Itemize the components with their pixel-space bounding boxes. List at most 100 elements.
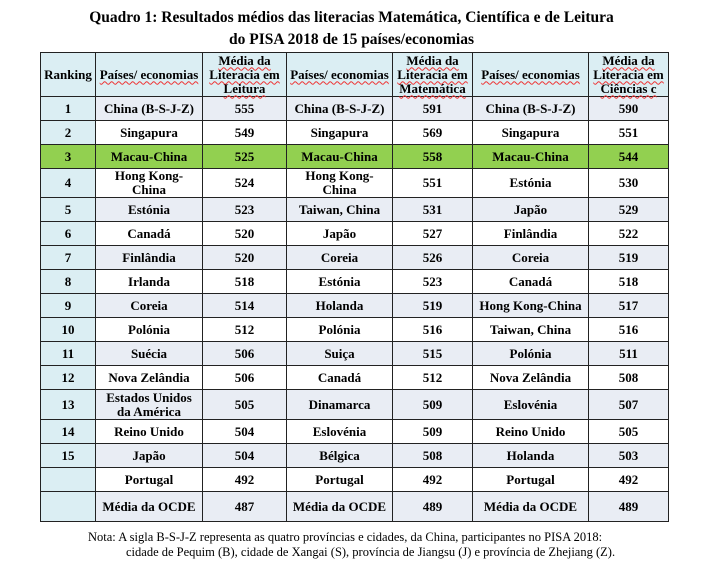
country-cell: Macau-China	[286, 144, 393, 169]
header-countries-science: Países/ economias	[472, 52, 589, 97]
country-cell: Portugal	[472, 467, 589, 492]
rank-cell: 9	[40, 293, 96, 318]
header-ranking: Ranking	[40, 52, 96, 97]
country-cell: Hong Kong-China	[95, 168, 203, 198]
rank-cell: 10	[40, 317, 96, 342]
score-cell: 590	[588, 96, 669, 121]
rank-cell: 13	[40, 389, 96, 420]
country-cell: Reino Unido	[95, 419, 203, 444]
country-cell: Japão	[472, 197, 589, 222]
country-cell: Japão	[286, 221, 393, 246]
rank-cell	[40, 491, 96, 522]
country-cell: Taiwan, China	[286, 197, 393, 222]
country-cell: Taiwan, China	[472, 317, 589, 342]
score-cell: 525	[202, 144, 287, 169]
score-cell: 549	[202, 120, 287, 145]
country-cell: Reino Unido	[472, 419, 589, 444]
score-cell: 523	[392, 269, 473, 294]
score-cell: 505	[588, 419, 669, 444]
score-cell: 518	[588, 269, 669, 294]
country-cell: Suécia	[95, 341, 203, 366]
country-cell: Eslovénia	[286, 419, 393, 444]
country-cell: Holanda	[472, 443, 589, 468]
table-row: 5 Estónia 523 Taiwan, China 531 Japão 529	[40, 197, 669, 222]
score-cell: 515	[392, 341, 473, 366]
country-cell: Coreia	[472, 245, 589, 270]
country-cell: Coreia	[286, 245, 393, 270]
country-cell: Hong Kong-China	[286, 168, 393, 198]
score-cell: 520	[202, 245, 287, 270]
score-cell: 558	[392, 144, 473, 169]
rank-cell: 14	[40, 419, 96, 444]
score-cell: 518	[202, 269, 287, 294]
score-cell: 503	[588, 443, 669, 468]
score-cell: 489	[392, 491, 473, 522]
country-cell: Hong Kong-China	[472, 293, 589, 318]
country-cell: Macau-China	[472, 144, 589, 169]
country-cell: China (B-S-J-Z)	[472, 96, 589, 121]
score-cell: 524	[202, 168, 287, 198]
country-cell: China (B-S-J-Z)	[286, 96, 393, 121]
score-cell: 519	[588, 245, 669, 270]
score-cell: 591	[392, 96, 473, 121]
country-cell: Nova Zelândia	[95, 365, 203, 390]
country-cell: Eslovénia	[472, 389, 589, 420]
score-cell: 504	[202, 443, 287, 468]
rank-cell: 1	[40, 96, 96, 121]
country-cell: Média da OCDE	[286, 491, 393, 522]
country-cell: Holanda	[286, 293, 393, 318]
note-line2: cidade de Pequim (B), cidade de Xangai (…	[126, 545, 616, 559]
score-cell: 492	[588, 467, 669, 492]
country-cell: Nova Zelândia	[472, 365, 589, 390]
score-cell: 544	[588, 144, 669, 169]
header-math: Média da Literacia em Matemática	[392, 52, 473, 97]
score-cell: 508	[392, 443, 473, 468]
score-cell: 551	[588, 120, 669, 145]
score-cell: 504	[202, 419, 287, 444]
country-cell: Média da OCDE	[472, 491, 589, 522]
score-cell: 492	[392, 467, 473, 492]
table-row: 14 Reino Unido 504 Eslovénia 509 Reino Unido 5…	[40, 419, 669, 444]
rank-cell: 8	[40, 269, 96, 294]
header-row: Ranking Países/ economias Média da Liter…	[40, 52, 669, 97]
score-cell: 508	[588, 365, 669, 390]
country-cell: China (B-S-J-Z)	[95, 96, 203, 121]
score-cell: 487	[202, 491, 287, 522]
score-cell: 520	[202, 221, 287, 246]
country-cell: Estados Unidos da América	[95, 389, 203, 420]
country-cell: Bélgica	[286, 443, 393, 468]
country-cell: Finlândia	[95, 245, 203, 270]
table-row: 8 Irlanda 518 Estónia 523 Canadá 518	[40, 269, 669, 294]
rank-cell: 7	[40, 245, 96, 270]
table-note: Nota: A sigla B-S-J-Z representa as quat…	[88, 530, 628, 560]
score-cell: 506	[202, 341, 287, 366]
table-row: 2 Singapura 549 Singapura 569 Singapura 551	[40, 120, 669, 145]
country-cell: Canadá	[95, 221, 203, 246]
table-row: Portugal 492 Portugal 492 Portugal 492	[40, 467, 669, 492]
table-title-line1: Quadro 1: Resultados médios das literaci…	[89, 9, 614, 26]
header-science: Média da Literacia em Ciências c	[588, 52, 669, 97]
score-cell: 507	[588, 389, 669, 420]
score-cell: 511	[588, 341, 669, 366]
country-cell: Japão	[95, 443, 203, 468]
country-cell: Média da OCDE	[95, 491, 203, 522]
country-cell: Estónia	[472, 168, 589, 198]
table-row: 1 China (B-S-J-Z) 555 China (B-S-J-Z) 591 Chi…	[40, 96, 669, 121]
rank-cell: 2	[40, 120, 96, 145]
note-line1: Nota: A sigla B-S-J-Z representa as quat…	[88, 530, 603, 544]
score-cell: 551	[392, 168, 473, 198]
table-row: 13 Estados Unidos da América 505 Dinamarca 5…	[40, 389, 669, 420]
table-row: 3 Macau-China 525 Macau-China 558 Macau-China…	[40, 144, 669, 169]
score-cell: 569	[392, 120, 473, 145]
score-cell: 530	[588, 168, 669, 198]
country-cell: Dinamarca	[286, 389, 393, 420]
score-cell: 506	[202, 365, 287, 390]
country-cell: Portugal	[95, 467, 203, 492]
country-cell: Macau-China	[95, 144, 203, 169]
score-cell: 512	[202, 317, 287, 342]
pisa-results-table: Ranking Países/ economias Média da Liter…	[40, 52, 669, 522]
score-cell: 523	[202, 197, 287, 222]
table-row: 9 Coreia 514 Holanda 519 Hong Kong-China 517	[40, 293, 669, 318]
score-cell: 492	[202, 467, 287, 492]
country-cell: Polónia	[286, 317, 393, 342]
